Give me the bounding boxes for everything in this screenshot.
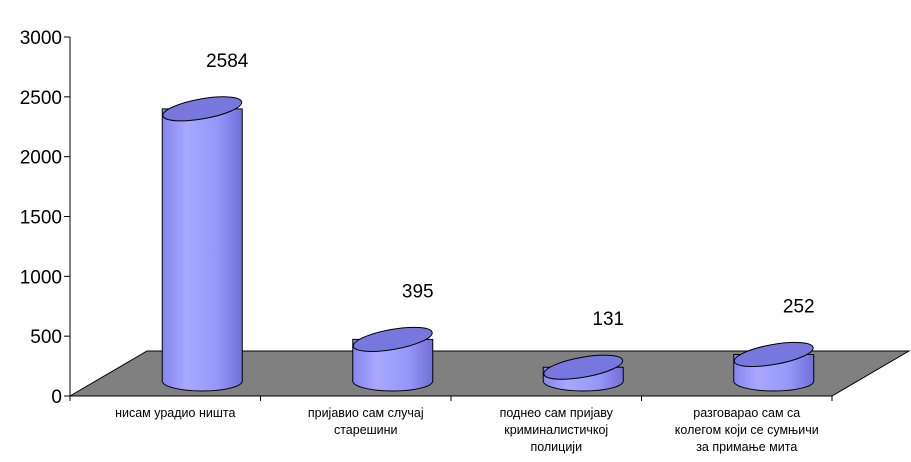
bar-body [161,108,243,392]
data-label: 252 [783,296,815,317]
y-tick-label: 3000 [20,28,62,49]
bar-top [543,354,624,380]
bar[interactable] [352,323,434,392]
x-tick-label: поднео сам пријаву криминалистичкој полици… [500,406,614,454]
bar-top [162,96,243,122]
y-tick-label: 2500 [20,88,62,109]
bar[interactable] [161,92,243,392]
x-tick-label-line: за примање мита [696,440,797,454]
x-tick-label-line: нисам урадио ништа [115,406,235,420]
bar[interactable] [542,350,624,392]
x-tick-label: разговарао сам са колегом који се сумњичи… [675,406,819,454]
x-tick-label: пријавио сам случај старешини [308,406,424,437]
y-tick-label: 2000 [20,148,62,169]
y-tick-label: 500 [30,327,62,348]
x-tick-label: нисам урадио ништа [115,406,235,420]
y-tick-label: 1500 [20,208,62,229]
x-tick-label-line: поднео сам пријаву [500,406,614,420]
bar-top [733,341,814,368]
x-tick-label-line: разговарао сам са [693,406,800,420]
x-tick-label-line: пријавио сам случај [308,406,424,420]
bar-body [352,338,434,392]
bar-top [352,326,433,352]
data-label: 131 [592,309,624,330]
bar[interactable] [733,338,815,392]
x-tick-label-line: старешини [334,423,398,437]
y-tick-label: 1000 [20,267,62,288]
y-tick-label: 0 [51,387,62,408]
x-tick-label-line: полицији [530,440,582,454]
x-tick-label-line: колегом који се сумњичи [675,423,819,437]
x-tick-label-line: криминалистичкој [504,423,608,437]
data-label: 2584 [206,51,249,72]
data-label: 395 [402,281,434,302]
